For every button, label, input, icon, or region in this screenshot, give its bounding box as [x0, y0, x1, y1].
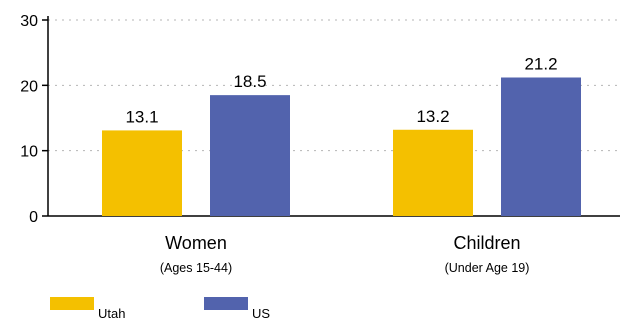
y-tick-label: 10 — [20, 144, 38, 161]
x-category-sublabel: (Ages 15-44) — [160, 261, 232, 275]
bar-us-children — [501, 77, 581, 216]
x-category-label: Children — [453, 233, 520, 253]
bar-value-label: 13.2 — [416, 107, 449, 126]
bar-utah-children — [393, 129, 473, 216]
y-tick-label: 20 — [20, 78, 38, 95]
x-category-label: Women — [165, 233, 227, 253]
legend-swatch-us — [204, 297, 248, 310]
bar-us-women — [210, 95, 290, 216]
legend-swatch-utah — [50, 297, 94, 310]
y-tick-label: 0 — [29, 209, 38, 226]
x-category-sublabel: (Under Age 19) — [445, 261, 530, 275]
bar-value-label: 21.2 — [524, 54, 557, 73]
bar-value-label: 13.1 — [125, 107, 158, 126]
legend-label-us: US — [252, 306, 270, 320]
y-tick-label: 30 — [20, 13, 38, 30]
bar-value-label: 18.5 — [233, 72, 266, 91]
bar-utah-women — [102, 130, 182, 216]
legend-label-utah: Utah — [98, 306, 125, 320]
labels: 0 10 20 30 13.1 18.5 Women (Ages 15-44) 13.2 21.2… — [20, 13, 557, 275]
legend: Utah US — [50, 297, 270, 320]
bars — [102, 77, 581, 216]
